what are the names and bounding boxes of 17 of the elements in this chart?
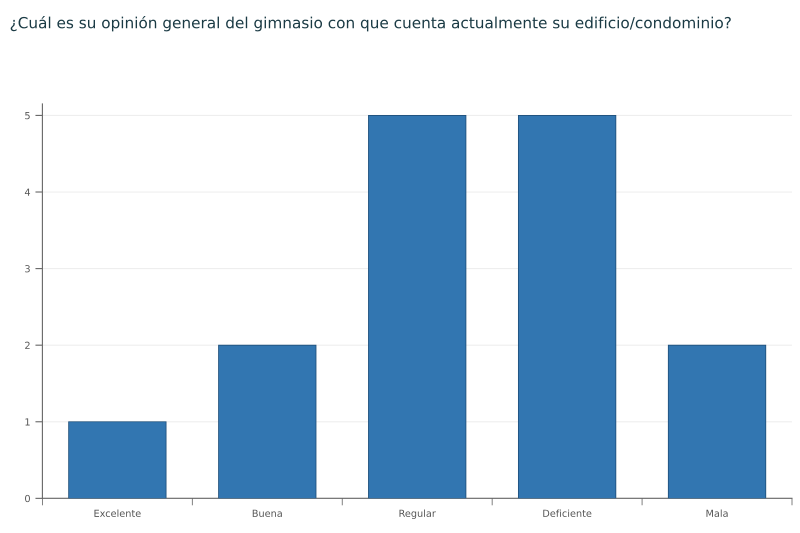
y-tick-label: 2 — [25, 342, 30, 349]
y-tick-label: 1 — [25, 418, 30, 426]
bar — [368, 115, 466, 498]
y-tick-label: 4 — [24, 188, 30, 196]
chart-title: ¿Cuál es su opinión general del gimnasio con que cuenta actualmente su edificio/condominio? — [10, 16, 731, 32]
y-tick-label: 3 — [25, 265, 30, 272]
y-tick-label: 5 — [25, 112, 30, 120]
bar — [518, 115, 616, 498]
bar — [668, 344, 766, 498]
x-tick-label: Mala — [706, 509, 728, 517]
bar — [218, 344, 316, 498]
y-tick-label: 0 — [25, 494, 30, 502]
x-tick-label: Deficiente — [543, 509, 592, 517]
bar — [68, 421, 167, 498]
x-tick-label: Regular — [400, 509, 436, 519]
x-tick-label: Excelente — [94, 509, 141, 517]
x-tick-label: Buena — [252, 510, 282, 517]
